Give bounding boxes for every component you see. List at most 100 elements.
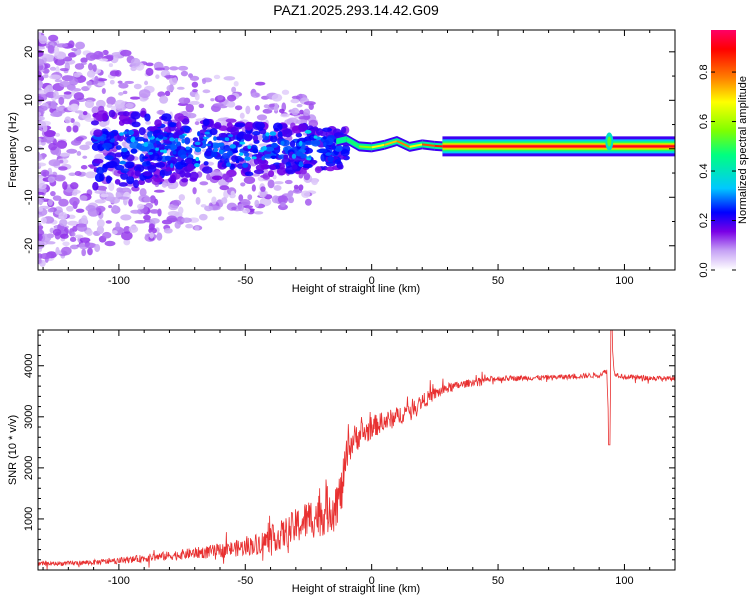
snr-series-line — [38, 330, 675, 570]
spectrogram-noise-blob — [250, 92, 261, 98]
spectrogram-bright-blob — [261, 156, 265, 161]
spectrogram-noise-blob — [70, 118, 75, 123]
colorbar-label: Normalized spectral amplitude — [737, 76, 749, 224]
spectrogram-signal-blob — [289, 140, 296, 148]
spectrogram-noise-blob — [54, 79, 63, 83]
spectrogram-signal-blob — [165, 166, 171, 172]
spectrogram-signal-blob — [203, 161, 209, 166]
spectrogram-noise-blob — [69, 236, 77, 242]
colorbar-ticks: 0.0 0.2 0.4 0.6 0.8 — [698, 64, 736, 278]
spectrogram-signal-blob — [274, 164, 281, 170]
spectrogram-noise-blob — [67, 52, 77, 58]
spectrogram-bright-blob — [164, 155, 172, 161]
spectrogram-noise-blob — [116, 187, 124, 193]
spectrogram-glitch-core — [607, 136, 612, 147]
spectrogram-noise-blob — [155, 74, 160, 79]
spectrogram-signal-blob — [134, 164, 145, 173]
spectrogram-noise-blob — [251, 173, 260, 177]
spectrogram-noise-blob — [73, 92, 85, 101]
spectrogram-noise-blob — [59, 67, 69, 72]
spectrogram-bright-blob — [322, 135, 327, 140]
spectrogram-bright-blob — [197, 131, 201, 137]
spectrogram-noise-blob — [85, 171, 97, 179]
colorbar-gradient — [711, 30, 736, 270]
spectrogram-noise-blob — [291, 107, 300, 116]
spectrogram-bright-blob — [194, 141, 201, 146]
spectrogram-bright-blob — [299, 140, 303, 146]
spectrogram-noise-blob — [277, 195, 289, 205]
spectrogram-transition-core — [409, 143, 423, 148]
spectrogram-noise-blob — [61, 246, 72, 256]
spectrogram-noise-blob — [237, 203, 245, 212]
spectrogram-signal-blob — [234, 122, 246, 128]
spectrogram-bright-blob — [202, 140, 207, 145]
spectrogram-signal-blob — [283, 154, 289, 160]
spectrogram-noise-blob — [198, 103, 205, 109]
spectrogram-noise-blob — [298, 115, 310, 120]
spectrogram-bright-blob — [143, 142, 149, 147]
spectrogram-signal-blob — [243, 133, 253, 141]
spectrogram-noise-blob — [227, 94, 237, 102]
spectrogram-signal-blob — [139, 153, 145, 163]
spectrogram-noise-blob — [62, 181, 68, 190]
spectrogram-noise-blob — [143, 196, 151, 203]
spectrogram-noise-blob — [74, 110, 84, 114]
spectrogram-bright-blob — [269, 131, 277, 136]
spectrogram-noise-blob — [199, 213, 208, 221]
spectrogram-noise-blob — [48, 159, 61, 167]
spectrogram-bright-blob — [185, 146, 191, 150]
spectrogram-noise-blob — [192, 187, 197, 195]
spectrogram-signal-blob — [136, 143, 143, 150]
spectrogram-noise-blob — [174, 221, 181, 229]
spectrogram-signal-blob — [337, 163, 344, 170]
spectrogram-noise-blob — [86, 70, 96, 78]
spectrogram-noise-blob — [139, 188, 147, 197]
spectrogram-noise-blob — [123, 238, 131, 246]
spectrogram-signal-blob — [96, 166, 105, 175]
spectrogram-signal-blob — [93, 129, 103, 138]
spectrogram-noise-blob — [84, 242, 97, 249]
spectrogram-bright-blob — [238, 152, 244, 156]
spectrogram-noise-blob — [38, 257, 42, 264]
spectrogram-noise-blob — [71, 103, 79, 111]
spectrogram-bright-blob — [218, 149, 224, 155]
spectrogram-x-tick-label: 50 — [492, 275, 504, 287]
spectrogram-noise-blob — [54, 174, 66, 182]
spectrogram-signal-blob — [276, 167, 287, 176]
spectrogram-noise-blob — [280, 201, 286, 207]
spectrogram-noise-blob — [120, 49, 132, 57]
spectrogram-noise-blob — [95, 205, 106, 213]
spectrogram-noise-blob — [76, 150, 82, 156]
spectrogram-y-tick-label: -10 — [23, 189, 35, 205]
spectrogram-noise-blob — [176, 86, 185, 90]
spectrogram-signal-blob — [92, 181, 99, 191]
spectrogram-signal-blob — [291, 164, 298, 170]
spectrogram-noise-blob — [143, 214, 151, 221]
spectrogram-noise-blob — [38, 58, 45, 66]
spectrogram-bright-blob — [194, 147, 202, 153]
spectrogram-signal-blob — [184, 172, 192, 178]
spectrogram-signal-blob — [147, 164, 157, 173]
spectrogram-signal-blob — [153, 177, 165, 183]
spectrogram-bright-blob — [265, 132, 270, 137]
spectrogram-noise-blob — [253, 211, 264, 215]
spectrogram-bright-blob — [194, 163, 200, 168]
spectrogram-signal-blob — [108, 109, 116, 118]
spectrogram-noise-blob — [48, 34, 59, 42]
spectrogram-noise-blob — [122, 90, 128, 95]
spectrogram-signal-blob — [201, 166, 213, 174]
spectrogram-noise-blob — [189, 100, 200, 105]
spectrogram-bright-blob — [172, 150, 177, 155]
colorbar-tick-label: 0.0 — [698, 262, 710, 277]
spectrogram-noise-blob — [166, 84, 175, 92]
spectrogram-noise-blob — [115, 221, 121, 231]
spectrogram-bright-blob — [202, 136, 209, 140]
spectrogram-signal-blob — [92, 158, 104, 164]
spectrogram-noise-blob — [43, 63, 51, 69]
spectrogram-noise-blob — [92, 64, 97, 73]
spectrogram-noise-blob — [84, 99, 95, 109]
spectrogram-noise-blob — [68, 172, 76, 177]
spectrogram-noise-blob — [75, 208, 85, 213]
spectrogram-noise-blob — [38, 35, 48, 45]
spectrogram-noise-blob — [66, 125, 72, 133]
